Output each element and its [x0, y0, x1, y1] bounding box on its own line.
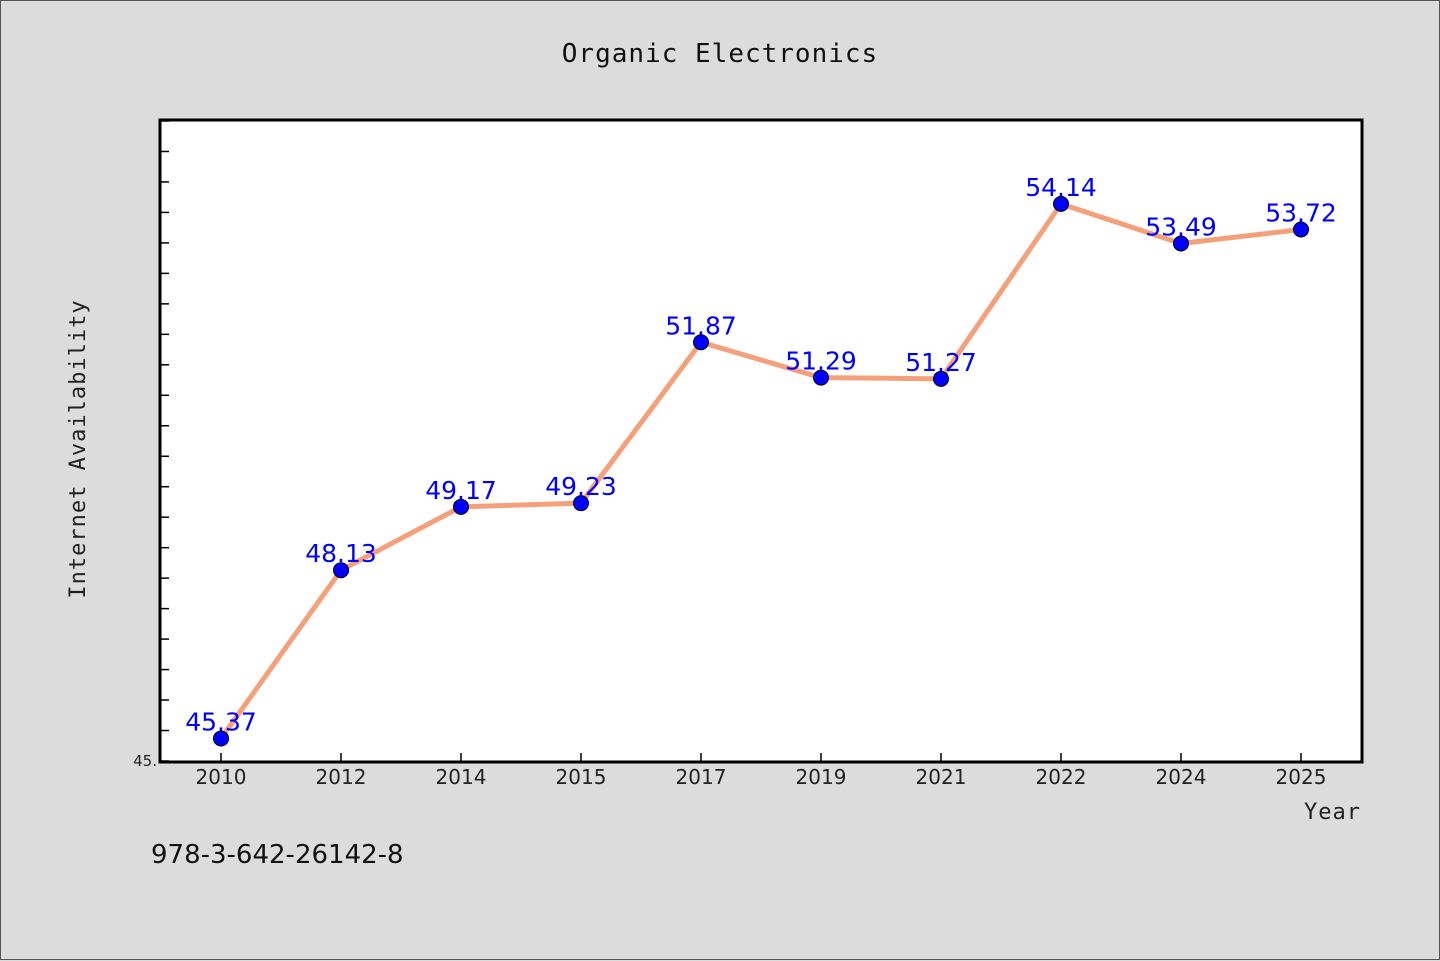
x-axis-ticks: 2010 2012 2014 2015 2017 2019 2021 2022 2024 2025 — [196, 753, 1327, 789]
x-tick-label: 2010 — [196, 765, 247, 789]
x-tick-label: 2015 — [556, 765, 607, 789]
x-axis-label: Year — [1304, 800, 1361, 825]
data-point — [1293, 221, 1309, 238]
y-axis-ticks: 45. — [133, 120, 169, 770]
x-tick-label: 2025 — [1276, 765, 1327, 789]
data-label: 45.37 — [185, 707, 257, 736]
data-point — [573, 495, 589, 512]
data-label: 51.87 — [665, 311, 737, 340]
x-tick-label: 2024 — [1156, 765, 1207, 789]
data-point — [213, 730, 229, 747]
isbn-footer: 978-3-642-26142-8 — [151, 840, 404, 870]
y-axis-label: Internet Availability — [66, 299, 91, 598]
data-label: 53.72 — [1265, 198, 1337, 227]
data-label: 49.17 — [425, 476, 497, 505]
data-label: 54.14 — [1025, 173, 1097, 202]
data-point — [933, 370, 949, 387]
x-tick-label: 2022 — [1036, 765, 1087, 789]
data-label: 48.13 — [305, 539, 377, 568]
x-tick-label: 2012 — [316, 765, 367, 789]
data-label: 49.23 — [545, 472, 617, 501]
x-tick-label: 2017 — [676, 765, 727, 789]
data-point — [1053, 195, 1069, 212]
data-labels: 45.37 48.13 49.17 49.23 51.87 51.29 51.27 54.14… — [185, 173, 1337, 737]
series-markers — [213, 195, 1309, 747]
chart-title: Organic Electronics — [562, 39, 878, 69]
data-label: 53.49 — [1145, 213, 1217, 242]
data-point — [1173, 235, 1189, 252]
data-point — [453, 498, 469, 515]
y-tick-label: 45. — [133, 752, 157, 770]
data-label: 51.27 — [905, 348, 977, 377]
data-point — [813, 369, 829, 386]
x-tick-label: 2019 — [796, 765, 847, 789]
x-tick-label: 2014 — [436, 765, 487, 789]
data-point — [693, 334, 709, 351]
data-label: 51.29 — [785, 347, 857, 376]
series-line — [218, 201, 1302, 740]
plot-area — [158, 118, 1364, 764]
x-tick-label: 2021 — [916, 765, 967, 789]
data-point — [333, 562, 349, 579]
